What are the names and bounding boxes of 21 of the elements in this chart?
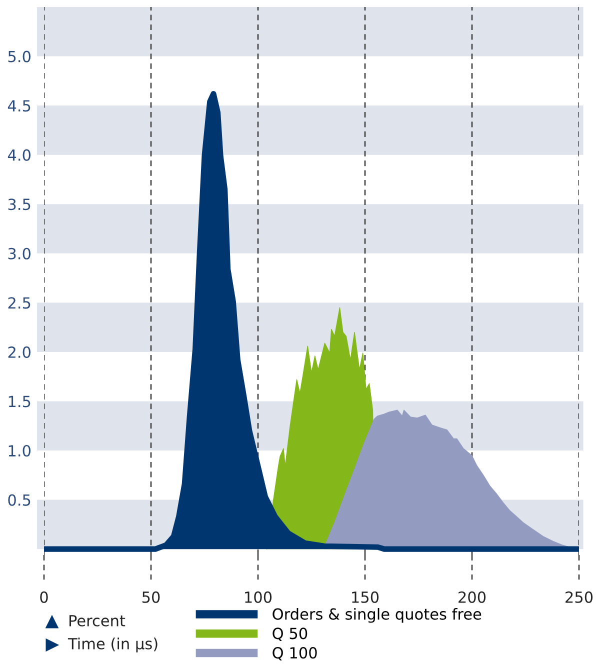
y-tick-label: 5.0 <box>8 50 30 62</box>
y-tick-label: 2.0 <box>8 346 30 358</box>
text: Time (in µs) <box>68 638 158 652</box>
y-tick-label: 1.5 <box>8 396 30 408</box>
x-tick-label: 150 <box>352 591 379 603</box>
x-tick-label: 100 <box>245 591 272 603</box>
x-tick-label: 200 <box>458 591 486 603</box>
x-tick-label: 50 <box>142 591 160 603</box>
legend-label: Q 100 <box>272 647 317 660</box>
x-tick-label: 250 <box>566 591 593 603</box>
y-tick-label: 1.0 <box>8 444 30 457</box>
y-tick-label: 4.0 <box>8 149 30 161</box>
y-tick-label: 3.0 <box>8 248 30 260</box>
text: Percent <box>70 615 126 626</box>
y-tick-label: 0.5 <box>8 494 30 506</box>
x-tick-label: 0 <box>40 591 48 603</box>
y-tick-label: 3.5 <box>8 198 30 210</box>
legend-label: Q 50 <box>272 628 308 641</box>
y-tick-label: 2.5 <box>8 297 30 309</box>
legend-label: Orders & single quotes free <box>272 608 482 623</box>
y-tick-label: 4.5 <box>8 100 30 112</box>
